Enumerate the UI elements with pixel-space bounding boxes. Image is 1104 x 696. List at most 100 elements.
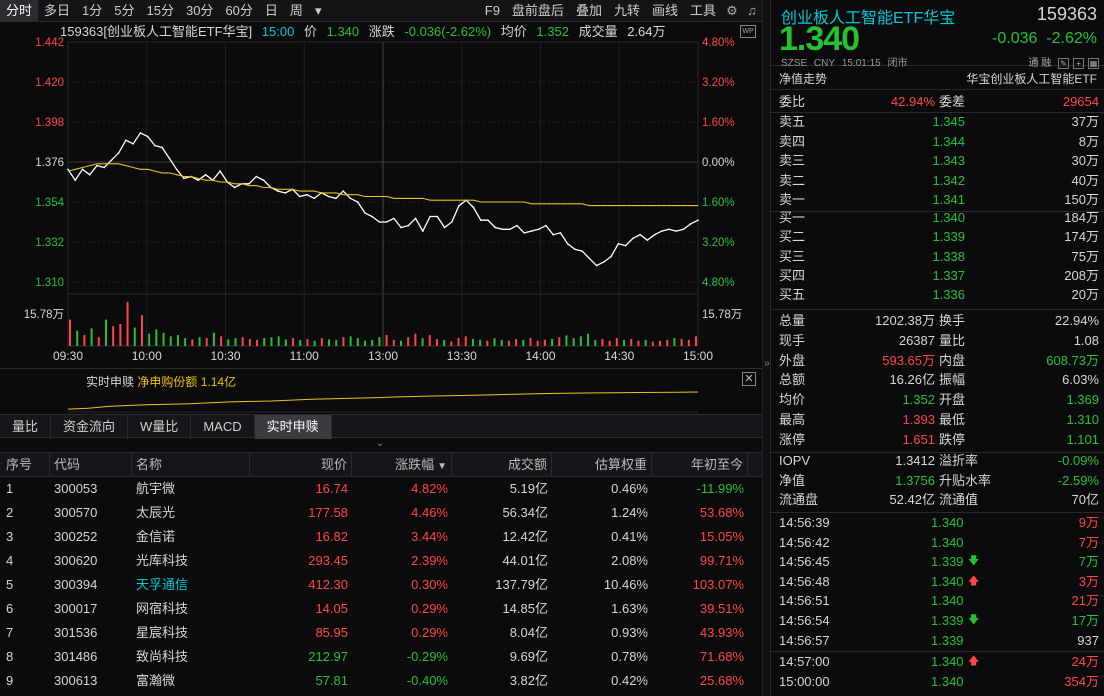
cell-weight: 0.42% bbox=[611, 673, 648, 688]
stat-label: 总额 bbox=[779, 372, 806, 388]
nav-trend-bar[interactable]: 净值走势 华宝创业板人工智能ETF bbox=[771, 68, 1104, 90]
ask-volume: 40万 bbox=[1071, 172, 1099, 188]
iopv-value: -0.09% bbox=[1057, 453, 1099, 468]
cell-chg: 0.30% bbox=[411, 577, 448, 592]
price-point bbox=[682, 228, 685, 231]
price-point bbox=[646, 239, 649, 241]
volume-value: 2.64万 bbox=[627, 24, 666, 39]
stat-value: 16.26亿 bbox=[889, 372, 935, 388]
volume-bar bbox=[320, 338, 323, 346]
column-header-7[interactable]: 年初至今 bbox=[652, 453, 748, 476]
column-header-0[interactable]: 序号 bbox=[0, 453, 50, 476]
period-3[interactable]: 5分 bbox=[114, 2, 135, 18]
volume-bars bbox=[69, 302, 697, 346]
tool-1[interactable]: 盘前盘后 bbox=[511, 2, 564, 18]
tab-4[interactable]: 实时申赎 bbox=[254, 415, 332, 439]
cell-price: 16.74 bbox=[315, 481, 348, 496]
table-row[interactable]: 5 300394 天孚通信 412.30 0.30% 137.79亿 10.46% 103.0… bbox=[0, 573, 762, 597]
table-row[interactable]: 4 300620 光库科技 293.45 2.39% 44.01亿 2.08% 99.71% bbox=[0, 549, 762, 573]
volume-bar bbox=[529, 338, 532, 346]
sort-desc-icon[interactable]: ▼ bbox=[437, 461, 447, 472]
cell-ytd: 99.71% bbox=[699, 553, 744, 568]
volume-bar bbox=[212, 332, 215, 346]
period-4[interactable]: 15分 bbox=[146, 2, 174, 18]
chevron-down-icon[interactable]: ⌄ bbox=[375, 438, 385, 449]
tool-5[interactable]: 工具 bbox=[689, 2, 716, 18]
tab-0[interactable]: 量比 bbox=[0, 415, 52, 439]
cell-chg: 2.39% bbox=[411, 553, 448, 568]
volume-bar bbox=[515, 338, 518, 346]
volume-bar bbox=[608, 340, 611, 346]
cell-weight: 1.24% bbox=[611, 505, 648, 520]
period-2[interactable]: 1分 bbox=[82, 2, 103, 18]
chevron-right-icon[interactable]: » bbox=[764, 358, 770, 369]
period-7[interactable]: 日 bbox=[264, 2, 278, 18]
divider bbox=[771, 650, 1104, 652]
table-row[interactable]: 6 300017 网宿科技 14.05 0.29% 14.85亿 1.63% 39.51% bbox=[0, 597, 762, 621]
volume-bar bbox=[673, 338, 676, 346]
price-point bbox=[632, 237, 634, 240]
column-header-5[interactable]: 成交额 bbox=[452, 453, 552, 476]
tab-3[interactable]: MACD bbox=[191, 415, 255, 439]
price-point bbox=[494, 226, 497, 229]
price-point bbox=[378, 221, 381, 223]
add-icon[interactable]: + bbox=[1073, 58, 1084, 69]
tab-2[interactable]: W量比 bbox=[128, 415, 192, 439]
stat-label: 外盘 bbox=[779, 352, 806, 368]
iopv-value: 1.3756 bbox=[895, 472, 935, 488]
volume-bar bbox=[522, 339, 525, 346]
tab-1[interactable]: 资金流向 bbox=[51, 415, 129, 439]
wp-icon[interactable]: WP bbox=[740, 25, 756, 38]
gear-icon[interactable]: ⚙ bbox=[726, 2, 738, 18]
panel-splitter[interactable]: » bbox=[762, 0, 770, 696]
tick-volume: 3万 bbox=[1078, 573, 1099, 589]
period-6[interactable]: 60分 bbox=[225, 2, 253, 18]
period-8[interactable]: 周 bbox=[289, 2, 303, 18]
tool-2[interactable]: 叠加 bbox=[575, 2, 602, 18]
bid-price: 1.338 bbox=[932, 248, 965, 264]
table-row[interactable]: 7 301536 星宸科技 85.95 0.29% 8.04亿 0.93% 43.93% bbox=[0, 621, 762, 645]
column-header-2[interactable]: 名称 bbox=[132, 453, 250, 476]
tool-0[interactable]: F9 bbox=[484, 2, 500, 18]
period-1[interactable]: 多日 bbox=[44, 2, 71, 18]
tool-4[interactable]: 画线 bbox=[651, 2, 678, 18]
volume-bar bbox=[133, 327, 136, 346]
sub-indicator-metric-label: 净申购份额 bbox=[137, 375, 198, 389]
table-row[interactable]: 1 300053 航宇微 16.74 4.82% 5.19亿 0.46% -11.99% bbox=[0, 477, 762, 501]
y-tick-label: 1.310 bbox=[35, 277, 64, 289]
edit-icon[interactable]: ✎ bbox=[1058, 58, 1069, 69]
price-point bbox=[458, 204, 460, 207]
intraday-chart[interactable]: 1.442 1.420 1.398 1.376 1.354 1.332 1.310 4.80%… bbox=[0, 0, 762, 414]
volume-bar bbox=[277, 336, 280, 346]
volume-bar bbox=[435, 338, 438, 346]
price-point bbox=[161, 146, 163, 149]
table-row[interactable]: 8 301486 致尚科技 212.97 -0.29% 9.69亿 0.78% 71.68% bbox=[0, 645, 762, 669]
tool-3[interactable]: 九转 bbox=[613, 2, 640, 18]
grid-icon[interactable]: ▦ bbox=[1088, 58, 1099, 69]
table-row[interactable]: 2 300570 太辰光 177.58 4.46% 56.34亿 1.24% 53.68% bbox=[0, 501, 762, 525]
price-point bbox=[537, 228, 540, 231]
price-point bbox=[523, 232, 526, 234]
price-point bbox=[436, 215, 439, 218]
volume-bar bbox=[112, 326, 115, 346]
table-row[interactable]: 3 300252 金信诺 16.82 3.44% 12.42亿 0.41% 15.05% bbox=[0, 525, 762, 549]
close-icon[interactable]: ✕ bbox=[742, 372, 756, 386]
tick-time: 14:56:45 bbox=[779, 554, 830, 570]
price-point bbox=[414, 217, 417, 220]
table-row[interactable]: 9 300613 富瀚微 57.81 -0.40% 3.82亿 0.42% 25.68% bbox=[0, 669, 762, 693]
stat-row: 均价 1.352 开盘 1.369 bbox=[771, 390, 1104, 409]
price-point bbox=[117, 152, 120, 154]
period-0[interactable]: 分时 bbox=[0, 0, 39, 22]
price-point bbox=[588, 257, 591, 260]
period-5[interactable]: 30分 bbox=[185, 2, 214, 18]
column-header-1[interactable]: 代码 bbox=[50, 453, 132, 476]
bell-icon[interactable]: ♫ bbox=[747, 3, 757, 18]
price-point bbox=[139, 132, 142, 134]
column-header-3[interactable]: 现价 bbox=[250, 453, 352, 476]
column-header-4[interactable]: 涨跌幅 ▼ bbox=[352, 453, 452, 476]
price-point bbox=[349, 197, 352, 200]
cell-chg: 4.82% bbox=[411, 481, 448, 496]
period-9[interactable]: ▾ bbox=[314, 2, 322, 18]
iopv-value: -2.59% bbox=[1057, 472, 1099, 488]
column-header-6[interactable]: 估算权重 bbox=[552, 453, 652, 476]
